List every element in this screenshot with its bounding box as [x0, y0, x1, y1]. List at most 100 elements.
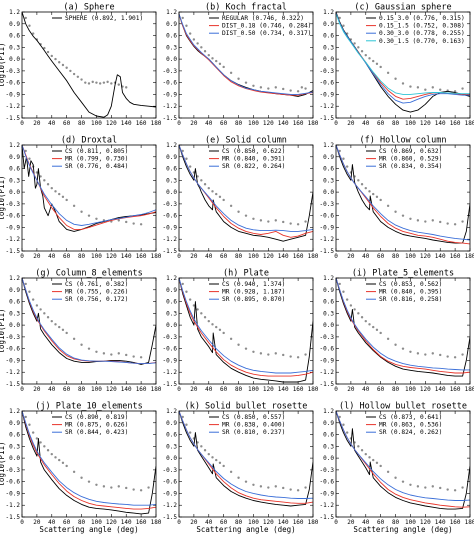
observation-points — [181, 282, 307, 359]
legend-label: SR (0.844, 0.423) — [65, 429, 128, 436]
observation-point — [424, 220, 427, 223]
legend-label: CS (0.761, 0.382) — [65, 281, 128, 288]
legend-label: MR (0.840, 0.391) — [222, 156, 285, 163]
plot-frame — [335, 277, 471, 385]
y-tick-label: -0.3 — [163, 467, 178, 474]
observation-point — [200, 445, 203, 448]
observation-point — [416, 485, 420, 488]
x-tick-label: 40 — [362, 519, 370, 526]
observation-point — [185, 157, 188, 160]
legend-label: CS (0.940, 1.374) — [222, 281, 285, 288]
observation-point — [76, 75, 80, 78]
y-tick-label: -0.9 — [320, 91, 335, 98]
x-tick-label: 100 — [405, 120, 416, 127]
legend-label: MR (0.928, 1.187) — [222, 289, 285, 296]
observation-point — [117, 83, 120, 86]
x-tick-label: 180 — [308, 253, 319, 260]
x-tick-label: 180 — [465, 386, 474, 393]
legend-label: CS (0.811, 0.805) — [65, 148, 128, 155]
observation-point — [368, 456, 371, 459]
observation-point — [345, 298, 349, 301]
x-tick-label: 140 — [278, 519, 289, 526]
observation-point — [185, 423, 188, 426]
legend-label: SR (0.756, 0.172) — [65, 296, 128, 303]
x-tick-label: 80 — [78, 120, 86, 127]
y-tick-label: -0.3 — [320, 467, 335, 474]
observation-point — [461, 486, 464, 489]
x-tick-label: 60 — [377, 253, 385, 260]
y-tick-label: -1.2 — [163, 369, 178, 376]
observation-point — [453, 223, 457, 226]
observation-point — [244, 347, 248, 350]
x-tick-label: 0 — [20, 386, 24, 393]
observation-point — [43, 312, 46, 315]
observation-point — [28, 24, 31, 27]
x-tick-label: 0 — [20, 120, 24, 127]
panel-b: (b) Koch fractal 0 20 40 60 80 100 120 140 160 180… — [163, 3, 319, 128]
y-tick-label: 0.0 — [9, 322, 20, 329]
observation-point — [43, 46, 46, 50]
x-tick-label: 100 — [405, 386, 416, 393]
y-tick-label: 0.0 — [166, 56, 177, 63]
legend: CS (0.850, 0.622)MR (0.840, 0.391)SR (0.… — [209, 148, 285, 170]
y-tick-label: 1.2 — [166, 9, 177, 16]
series-lines — [22, 145, 156, 232]
observation-point — [416, 219, 420, 222]
x-tick-label: 140 — [278, 120, 289, 127]
x-tick-label: 120 — [420, 253, 431, 260]
observation-point — [58, 192, 61, 196]
y-tick-label: 1.2 — [9, 408, 20, 415]
y-tick-label: 0.3 — [9, 310, 20, 317]
observation-point — [353, 42, 356, 45]
y-tick-label: -1.5 — [6, 381, 21, 388]
y-tick-label: -1.5 — [6, 115, 21, 122]
observation-point — [282, 87, 285, 91]
observation-point — [218, 62, 222, 66]
observation-point — [372, 458, 375, 462]
legend: CS (0.873, 0.641)MR (0.863, 0.536)SR (0.… — [366, 414, 442, 436]
legend-label: MR (0.840, 0.395) — [379, 289, 442, 296]
legend-label: MR (0.875, 0.626) — [65, 422, 128, 429]
legend-label: SPHERE (0.892, 1.901) — [65, 15, 143, 22]
legend: CS (0.811, 0.805)MR (0.799, 0.730)SR (0.… — [52, 148, 128, 170]
observation-point — [252, 483, 255, 487]
x-tick-label: 160 — [450, 386, 461, 393]
x-tick-label: 100 — [91, 386, 102, 393]
y-tick-label: 1.2 — [9, 142, 20, 149]
observation-point — [28, 423, 31, 426]
x-tick-label: 140 — [121, 120, 132, 127]
y-tick-label: 0.0 — [166, 189, 177, 196]
y-tick-label: -0.6 — [6, 213, 21, 220]
observation-point — [409, 85, 412, 88]
x-tick-label: 0 — [177, 120, 181, 127]
observation-point — [218, 195, 222, 199]
observation-point — [61, 328, 65, 332]
observation-point — [357, 179, 360, 182]
observation-points — [181, 149, 307, 226]
x-tick-label: 100 — [91, 519, 102, 526]
panel-k: (k) Solid bullet rosette 0 20 40 60 80 100 120 1… — [163, 402, 319, 535]
observation-point — [188, 32, 192, 35]
plot-frame — [335, 144, 471, 252]
observation-point — [196, 42, 199, 45]
observation-point — [364, 452, 367, 456]
observation-point — [125, 220, 128, 224]
plot-frame — [21, 144, 157, 252]
observation-point — [31, 32, 35, 35]
observation-point — [222, 65, 225, 69]
observation-point — [132, 488, 135, 491]
y-tick-label: 0.3 — [9, 443, 20, 450]
x-tick-label: 60 — [220, 386, 228, 393]
y-tick-label: -1.5 — [320, 514, 335, 521]
observation-point — [203, 449, 207, 452]
observation-point — [375, 195, 379, 199]
observation-point — [296, 489, 300, 492]
legend: CS (0.869, 0.632)MR (0.860, 0.529)SR (0.… — [366, 148, 442, 170]
x-tick-label: 60 — [220, 519, 228, 526]
x-tick-label: 20 — [347, 386, 355, 393]
plot-frame — [21, 410, 157, 518]
observation-point — [364, 319, 367, 323]
x-tick-label: 40 — [362, 253, 370, 260]
x-tick-label: 0 — [20, 253, 24, 260]
observation-point — [431, 219, 434, 222]
